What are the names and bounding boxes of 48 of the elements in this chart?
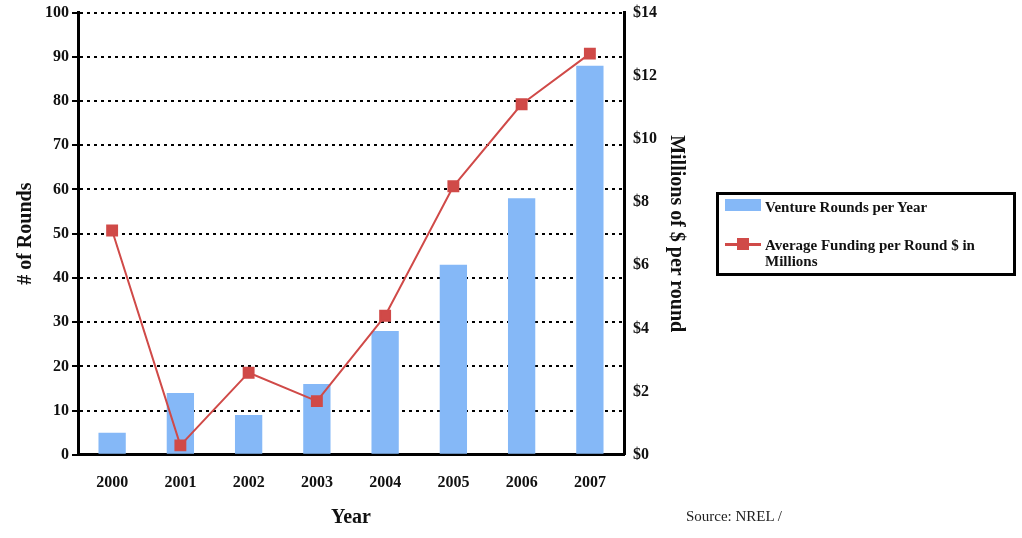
x-axis-title: Year: [331, 505, 372, 528]
y-tick-label: 70: [53, 135, 69, 153]
point: [310, 395, 323, 408]
y-tick-label: 100: [45, 2, 69, 20]
x-tick-label: 2005: [437, 472, 470, 490]
x-tick-label: 2001: [164, 472, 197, 490]
point: [583, 47, 596, 60]
x-tick-label: 2000: [96, 472, 129, 490]
x-tick-label: 2004: [369, 472, 402, 490]
y-tick-label: 40: [53, 268, 69, 286]
x-tick-label: 2006: [505, 472, 538, 490]
y2-tick-label: $6: [633, 255, 649, 273]
bar: [371, 330, 399, 454]
source-note: Source: NREL /: [685, 508, 782, 525]
y-tick-label: 80: [53, 91, 69, 109]
y2-axis-title: Millions of $ per round: [665, 135, 689, 333]
point: [242, 366, 255, 379]
y-tick-label: 30: [53, 312, 69, 330]
y-axis-title: # of Rounds: [13, 182, 36, 285]
y-tick-label: 0: [61, 444, 69, 462]
bar: [234, 415, 263, 454]
x-tick-label: 2002: [232, 472, 265, 490]
y2-tick-label: $8: [633, 192, 649, 210]
bar: [303, 384, 331, 454]
y2-tick-label: $12: [633, 65, 657, 83]
point: [106, 224, 119, 237]
y2-tick-label: $4: [633, 318, 649, 336]
y-tick-label: 10: [53, 400, 69, 418]
x-tick-label: 2003: [300, 472, 333, 490]
y2-tick-label: $2: [633, 381, 649, 399]
bar: [576, 65, 604, 454]
legend-label: Average Funding per Round $ in Millions: [765, 237, 976, 269]
x-tick-label: 2007: [573, 472, 606, 490]
point: [515, 98, 528, 111]
y2-tick-label: $14: [633, 2, 657, 20]
point: [174, 439, 187, 452]
y-tick-label: 60: [53, 179, 69, 197]
y2-tick-label: $0: [633, 444, 649, 462]
y-tick-label: 50: [53, 223, 69, 241]
legend-label: Venture Rounds per Year: [765, 199, 928, 215]
point: [447, 180, 460, 193]
bar: [439, 264, 468, 454]
bar: [507, 198, 536, 454]
bar: [98, 432, 126, 454]
y-tick-label: 20: [53, 356, 69, 374]
point: [379, 309, 392, 322]
y2-tick-label: $10: [633, 129, 657, 147]
y-tick-label: 90: [53, 46, 69, 64]
